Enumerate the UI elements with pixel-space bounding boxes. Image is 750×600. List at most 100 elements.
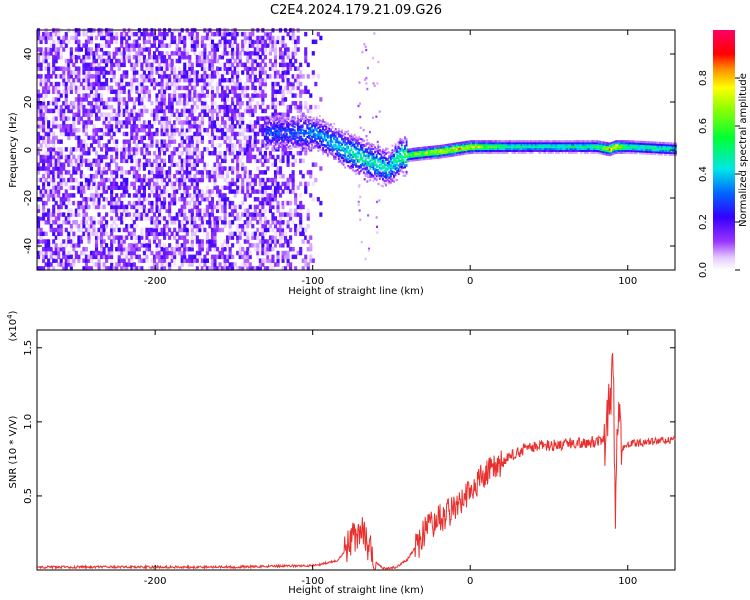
spectrogram-signal-cell — [295, 122, 298, 125]
spectrogram-noise-cell — [218, 127, 222, 133]
spectrogram-noise-cell — [193, 147, 197, 152]
spectrogram-noise-cell — [163, 70, 167, 75]
spectrogram-noise-cell — [42, 208, 46, 213]
spectrogram-noise-cell — [215, 174, 220, 179]
spectrogram-noise-cell — [231, 204, 235, 210]
spectrogram-noise-cell — [152, 81, 157, 87]
spectrogram-noise-cell — [52, 150, 56, 156]
spectrogram-noise-cell — [82, 54, 86, 60]
spectrogram-noise-cell — [72, 147, 76, 152]
spectrogram-noise-cell — [193, 158, 197, 164]
spectrogram-signal-cell — [334, 157, 337, 161]
spectrogram-noise-cell — [258, 43, 262, 48]
spectrogram-noise-cell — [112, 204, 116, 210]
spectrogram-signal-cell — [273, 116, 276, 120]
spectrogram-noise-cell — [52, 101, 56, 106]
spectrogram-noise-cell — [299, 223, 303, 229]
spectrogram-signal-cell — [317, 126, 320, 129]
spectrogram-noise-cell — [112, 116, 116, 121]
spectrogram-noise-cell — [251, 97, 255, 102]
spectrogram-noise-cell — [210, 93, 215, 98]
spectrogram-signal-cell — [326, 142, 329, 145]
spectrogram-noise-cell — [47, 85, 51, 91]
spectrogram-signal-cell — [284, 127, 287, 130]
spectrogram-noise-cell — [258, 158, 262, 164]
spectrogram-noise-cell — [140, 85, 144, 91]
spectrogram-signal-cell — [330, 144, 332, 147]
spectrogram-noise-cell — [228, 58, 232, 64]
spectrogram-signal-cell — [289, 135, 291, 138]
spectrogram-noise-cell — [236, 139, 240, 144]
spectrogram-noise-cell — [115, 185, 119, 190]
spectrogram-signal-cell — [266, 122, 269, 125]
spectrogram-noise-cell — [190, 154, 194, 160]
spectrogram-noise-cell — [117, 101, 121, 106]
spectrogram-signal-cell — [344, 156, 347, 159]
spectrogram-signal-cell — [298, 142, 301, 145]
spectrogram-noise-cell — [82, 85, 86, 91]
spectrogram-noise-cell — [110, 266, 114, 271]
spectrogram-noise-cell — [210, 189, 215, 194]
spectrogram-signal-cell — [314, 126, 317, 129]
spectrogram-noise-cell — [142, 39, 146, 45]
spectrogram-noise-cell — [97, 104, 101, 110]
spectrogram-noise-cell — [258, 47, 262, 52]
spectrogram-signal-cell — [358, 152, 361, 156]
spectrogram-noise-cell — [276, 101, 280, 106]
spectrogram-noise-cell — [127, 223, 131, 229]
spectrogram-noise-cell — [278, 185, 283, 190]
spectrogram-noise-cell — [160, 231, 164, 237]
spectrogram-noise-cell — [178, 166, 182, 171]
spectrogram-noise-cell — [127, 154, 131, 160]
spectrogram-noise-cell — [105, 104, 109, 110]
spectrogram-signal-cell — [279, 142, 282, 145]
spectrogram-noise-cell — [97, 254, 101, 260]
spectrogram-noise-cell — [198, 223, 202, 229]
spectrogram-noise-cell — [253, 93, 257, 98]
spectrogram-signal-cell — [292, 136, 295, 139]
spectrogram-noise-cell — [241, 162, 245, 167]
spectrogram-noise-cell — [256, 93, 260, 98]
spectrogram-signal-cell — [345, 160, 348, 164]
spectrogram-signal-cell — [344, 136, 347, 139]
spectrogram-noise-cell — [231, 85, 235, 91]
spectrogram-noise-cell — [180, 108, 184, 114]
spectrogram-signal-cell — [331, 145, 334, 148]
spectrogram-noise-cell — [173, 197, 177, 202]
spectrogram-noise-cell — [291, 154, 295, 160]
spectrogram-noise-cell — [92, 223, 96, 229]
spectrogram-noise-cell — [152, 112, 157, 117]
spectrogram-noise-cell — [220, 54, 225, 60]
spectrogram-noise-cell — [52, 158, 56, 164]
spectrogram-noise-cell — [89, 101, 94, 106]
spectrogram-noise-cell — [100, 58, 104, 64]
spectrogram-noise-cell — [195, 43, 199, 48]
spectrogram-noise-cell — [188, 208, 192, 213]
spectrogram-noise-cell — [137, 74, 141, 79]
spectrogram-noise-cell — [190, 258, 194, 263]
spectrogram-noise-cell — [291, 35, 295, 41]
spectrogram-noise-cell — [185, 51, 189, 56]
spectrogram-noise-cell — [64, 158, 68, 164]
spectrogram-noise-cell — [49, 262, 53, 267]
spectrogram-noise-cell — [84, 120, 89, 125]
spectrogram-signal-cell — [281, 129, 284, 132]
spectrogram-noise-cell — [185, 174, 189, 179]
spectrogram-noise-cell — [137, 58, 141, 64]
spectrogram-noise-cell — [147, 35, 152, 41]
spectrogram-noise-cell — [278, 51, 283, 56]
spectrogram-noise-cell — [193, 135, 197, 141]
spectrogram-noise-cell — [49, 250, 53, 256]
spectrogram-noise-cell — [170, 200, 174, 206]
spectrogram-signal-cell — [356, 139, 359, 142]
spectrogram-noise-cell — [188, 158, 192, 164]
spectrogram-signal-cell — [311, 135, 314, 139]
spectrogram-noise-cell — [296, 131, 300, 137]
spectrogram-noise-cell — [147, 162, 152, 167]
spectrogram-signal-cell — [309, 132, 312, 135]
spectrogram-noise-cell — [132, 246, 136, 252]
spectrogram-noise-cell — [54, 101, 58, 106]
spectrogram-noise-cell — [236, 108, 240, 114]
spectrogram-signal-cell — [296, 115, 299, 118]
spectrogram-noise-cell — [188, 62, 192, 68]
